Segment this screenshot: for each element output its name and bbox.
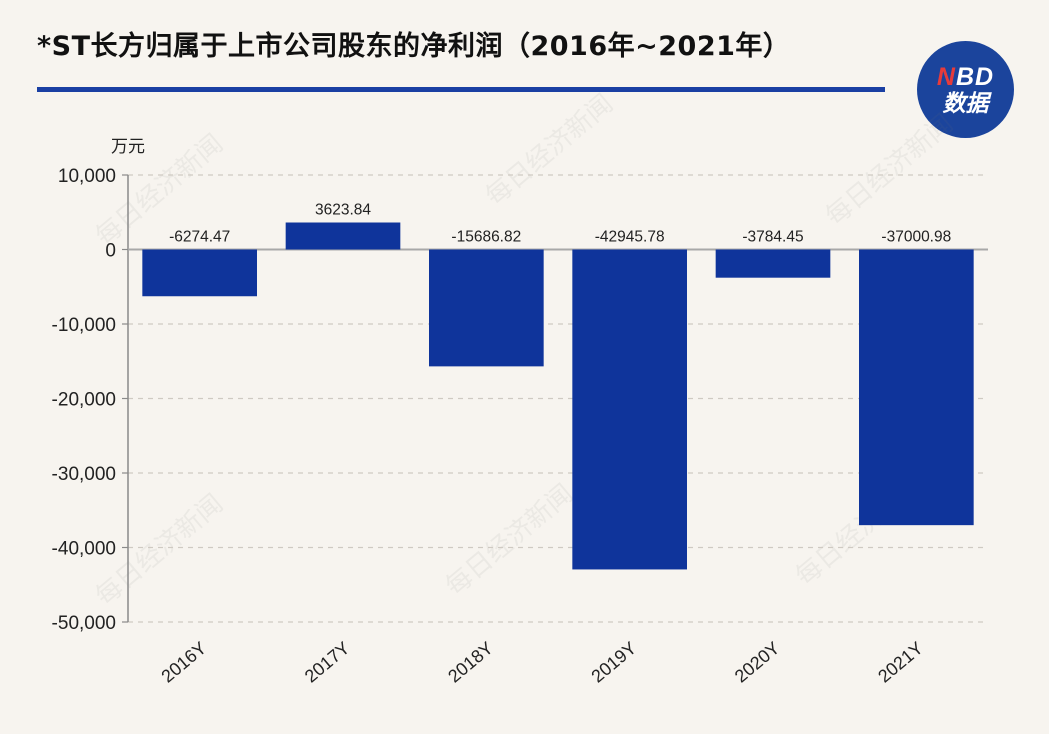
y-axis-ticks: 10,000 0 -10,000 -20,000 -30,000 -40,000 -50,0… bbox=[52, 166, 116, 634]
bar-2018Y bbox=[429, 249, 544, 367]
value-label: -3784.45 bbox=[742, 229, 803, 246]
value-label: -15686.82 bbox=[451, 229, 521, 246]
y-tick-label: -30,000 bbox=[52, 464, 116, 485]
bar-2017Y bbox=[285, 222, 401, 250]
chart-title: *ST长方归属于上市公司股东的净利润（2016年~2021年） bbox=[37, 31, 791, 62]
title-underline bbox=[37, 87, 885, 92]
y-tick-label: 0 bbox=[105, 241, 116, 262]
x-tick-label: 2016Y bbox=[157, 638, 210, 687]
y-tick-label: -20,000 bbox=[52, 390, 116, 411]
bar-2019Y bbox=[572, 249, 687, 570]
nbd-logo: NBD 数据 bbox=[917, 41, 1014, 138]
y-tick-label: -10,000 bbox=[52, 315, 116, 336]
y-tick-label: -50,000 bbox=[52, 613, 116, 634]
value-label: 3623.84 bbox=[315, 202, 371, 219]
value-label: -42945.78 bbox=[595, 229, 665, 246]
logo-letter-n: N bbox=[936, 62, 956, 91]
x-tick-label: 2017Y bbox=[301, 638, 354, 687]
logo-letters-bd: BD bbox=[955, 62, 995, 91]
y-axis-unit-label: 万元 bbox=[111, 137, 145, 157]
bar-2020Y bbox=[715, 249, 831, 278]
bars bbox=[142, 222, 974, 570]
value-labels: -6274.47 3623.84 -15686.82 -42945.78 -3784.4… bbox=[169, 202, 951, 246]
bar-2021Y bbox=[859, 249, 974, 526]
x-tick-label: 2019Y bbox=[587, 638, 640, 687]
bar-2016Y bbox=[142, 249, 257, 297]
gridlines bbox=[128, 174, 988, 623]
y-tick-label: 10,000 bbox=[58, 166, 116, 187]
value-label: -6274.47 bbox=[169, 229, 230, 246]
value-label: -37000.98 bbox=[881, 229, 951, 246]
axes bbox=[122, 174, 988, 623]
x-tick-label: 2020Y bbox=[731, 638, 784, 687]
x-axis-labels: 2016Y 2017Y 2018Y 2019Y 2020Y 2021Y bbox=[157, 638, 926, 687]
logo-text-data: 数据 bbox=[942, 89, 989, 116]
y-tick-label: -40,000 bbox=[52, 539, 116, 560]
x-tick-label: 2021Y bbox=[874, 638, 927, 687]
x-tick-label: 2018Y bbox=[444, 638, 497, 687]
